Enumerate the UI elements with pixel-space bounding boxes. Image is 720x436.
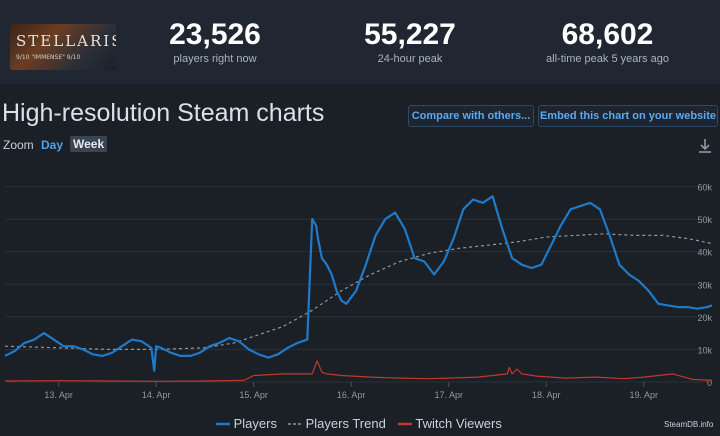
- y-axis-ticks: 0 10k 20k 30k 40k 50k 60k: [697, 183, 712, 388]
- y-tick-label: 20k: [697, 313, 712, 323]
- x-tick-label: 19. Apr: [629, 390, 658, 400]
- x-tick-label: 16. Apr: [337, 390, 366, 400]
- x-axis-ticks: 13. Apr 14. Apr 15. Apr 16. Apr 17. Apr 18. A…: [44, 382, 658, 400]
- download-icon[interactable]: [697, 138, 713, 154]
- game-logo-text: STELLARIS: [16, 32, 116, 50]
- y-tick-label: 60k: [697, 183, 712, 193]
- stat-value: 55,227: [364, 18, 456, 51]
- x-tick-label: 14. Apr: [142, 390, 171, 400]
- stat-value: 23,526: [169, 18, 261, 51]
- game-tagline: 9/10 "IMMENSE" 9/10: [16, 54, 81, 61]
- legend-label: Twitch Viewers: [415, 416, 502, 431]
- stat-players-now: 23,526 players right now: [135, 18, 295, 65]
- players-series-line: [4, 195, 713, 372]
- y-tick-label: 50k: [697, 215, 712, 225]
- stat-label: all-time peak 5 years ago: [546, 53, 669, 65]
- stat-all-time-peak: 68,602 all-time peak 5 years ago: [520, 18, 695, 65]
- compare-button[interactable]: Compare with others...: [408, 105, 534, 127]
- zoom-week-button[interactable]: Week: [70, 136, 108, 152]
- steamdb-watermark: SteamDB.info: [664, 420, 714, 429]
- x-tick-label: 17. Apr: [434, 390, 463, 400]
- chart-series: [4, 195, 713, 382]
- zoom-label: Zoom: [3, 138, 34, 152]
- zoom-day-button[interactable]: Day: [41, 138, 64, 152]
- y-tick-label: 0: [707, 378, 712, 388]
- twitch-series-line: [4, 360, 713, 382]
- x-tick-label: 13. Apr: [44, 390, 73, 400]
- twitch-line-icon: [398, 422, 412, 426]
- stat-value: 68,602: [561, 18, 654, 51]
- stat-label: players right now: [173, 53, 257, 65]
- y-tick-label: 30k: [697, 280, 712, 290]
- header-stats-bar: STELLARIS 9/10 "IMMENSE" 9/10 23,526 pla…: [0, 0, 720, 84]
- game-thumbnail[interactable]: STELLARIS 9/10 "IMMENSE" 9/10: [10, 24, 116, 70]
- x-tick-label: 15. Apr: [239, 390, 268, 400]
- legend-label: Players: [233, 416, 277, 431]
- embed-chart-button[interactable]: Embed this chart on your website: [538, 105, 718, 127]
- players-line-icon: [216, 422, 230, 426]
- y-tick-label: 40k: [697, 248, 712, 258]
- trend-line-icon: [288, 423, 302, 425]
- legend-item-trend[interactable]: Players Trend: [288, 416, 386, 431]
- page-title: High-resolution Steam charts: [2, 99, 325, 127]
- trend-series-line: [4, 233, 713, 350]
- x-tick-label: 18. Apr: [532, 390, 561, 400]
- legend-label: Players Trend: [305, 416, 386, 431]
- stat-24h-peak: 55,227 24-hour peak: [330, 18, 490, 65]
- legend-item-twitch[interactable]: Twitch Viewers: [398, 416, 502, 431]
- legend-item-players[interactable]: Players: [216, 416, 277, 431]
- y-tick-label: 10k: [697, 345, 712, 355]
- stat-label: 24-hour peak: [377, 53, 443, 65]
- player-count-chart[interactable]: 0 10k 20k 30k 40k 50k 60k 13. Apr 14. Apr 15. Ap…: [0, 160, 720, 410]
